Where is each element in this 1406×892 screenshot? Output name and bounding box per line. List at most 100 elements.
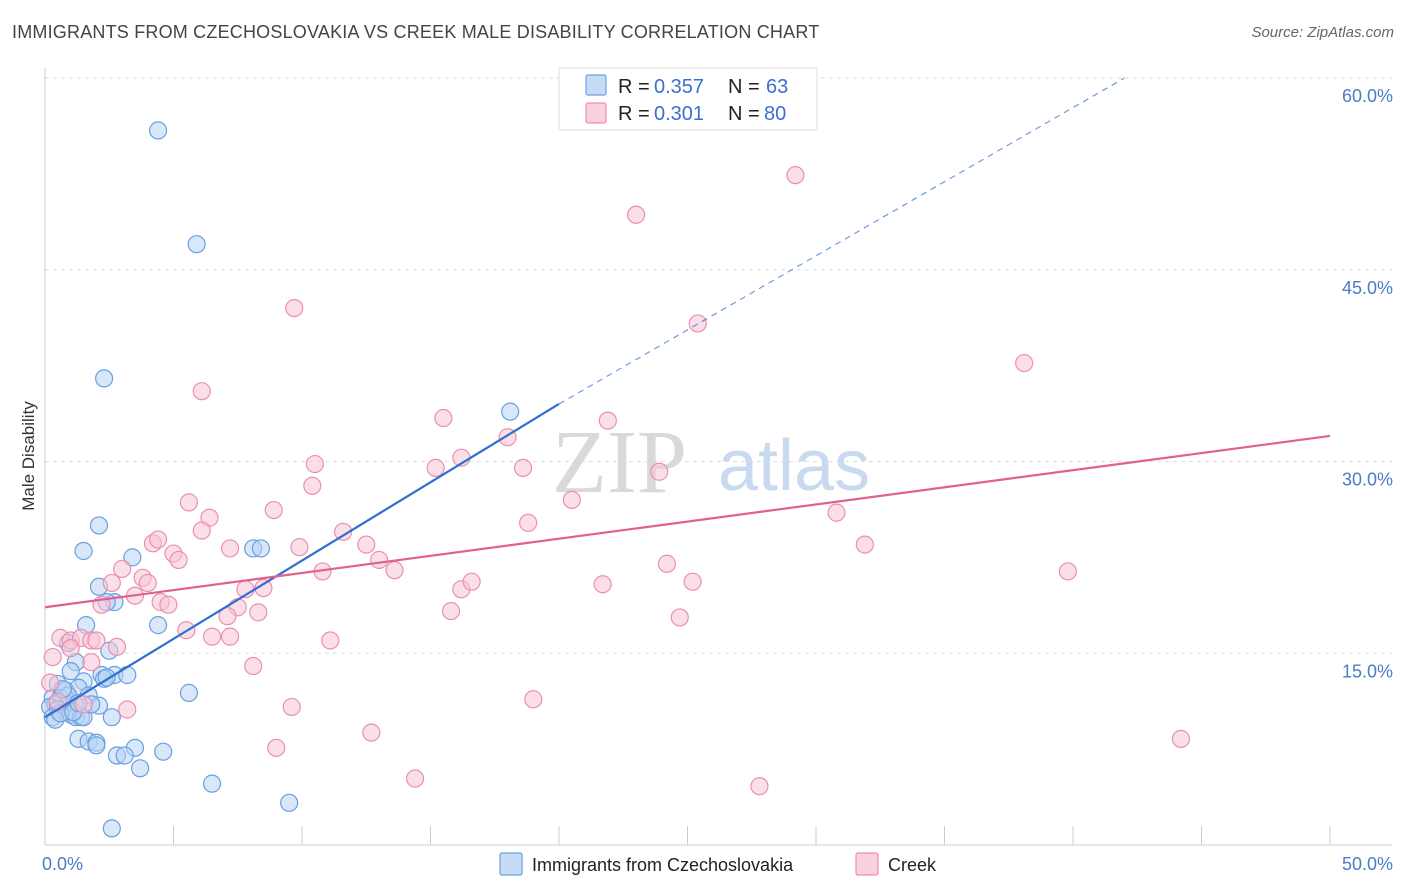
creek-point bbox=[786, 166, 805, 185]
creek-point bbox=[202, 627, 222, 646]
creek-point bbox=[61, 639, 80, 658]
czech-point bbox=[89, 516, 109, 535]
creek-point bbox=[441, 601, 461, 621]
creek-point bbox=[43, 647, 62, 667]
creek-point bbox=[334, 522, 353, 541]
czech-point bbox=[102, 819, 121, 838]
legend-n-label-creek: N = bbox=[728, 103, 760, 125]
czech-point bbox=[148, 616, 168, 635]
czech-trend-line bbox=[44, 403, 560, 719]
czech-point bbox=[118, 665, 137, 685]
czech-point bbox=[115, 746, 134, 765]
creek-point bbox=[1171, 729, 1191, 748]
bottom-legend: Immigrants from Czechoslovakia Creek bbox=[499, 852, 937, 876]
y-tick-label: 60.0% bbox=[1342, 86, 1393, 106]
bottom-legend-label-czech: Immigrants from Czechoslovakia bbox=[532, 855, 794, 875]
y-axis-label: Male Disability bbox=[19, 401, 38, 511]
creek-point bbox=[434, 408, 453, 428]
czech-point bbox=[187, 235, 206, 254]
bottom-legend-swatch-creek bbox=[855, 852, 879, 876]
creek-point bbox=[285, 299, 304, 318]
czech-point bbox=[148, 121, 168, 140]
creek-point bbox=[683, 572, 702, 591]
czech-point bbox=[102, 708, 121, 727]
czech-point bbox=[154, 742, 173, 761]
creek-point bbox=[192, 521, 211, 540]
creek-point bbox=[519, 513, 538, 532]
creek-point bbox=[593, 575, 612, 594]
czech-trend-extension bbox=[558, 77, 1125, 405]
czech-point bbox=[130, 759, 150, 778]
creek-point bbox=[626, 205, 646, 224]
creek-point bbox=[87, 631, 106, 650]
creek-point bbox=[48, 692, 67, 711]
czech-point bbox=[61, 662, 80, 681]
creek-point bbox=[220, 627, 240, 646]
creek-point bbox=[513, 458, 533, 477]
y-tick-label: 45.0% bbox=[1342, 278, 1393, 298]
creek-point bbox=[385, 561, 404, 580]
creek-point bbox=[290, 538, 309, 557]
creek-point bbox=[1058, 562, 1077, 581]
creek-point bbox=[357, 535, 376, 554]
legend: R = 0.357 N = 63 R = 0.301 N = 80 bbox=[558, 67, 818, 131]
creek-point bbox=[370, 550, 389, 570]
creek-point bbox=[657, 554, 677, 573]
chart-source: Source: ZipAtlas.com bbox=[1251, 24, 1394, 41]
creek-point bbox=[218, 607, 237, 626]
creek-point bbox=[598, 411, 617, 430]
creek-point bbox=[112, 559, 132, 578]
czech-point bbox=[95, 369, 114, 388]
creek-point bbox=[562, 490, 581, 509]
trend-lines bbox=[44, 77, 1331, 719]
creek-point bbox=[750, 777, 769, 796]
czech-point bbox=[179, 683, 199, 702]
bottom-legend-swatch-czech bbox=[499, 852, 523, 876]
creek-point bbox=[82, 653, 101, 672]
creek-point bbox=[148, 530, 168, 549]
tick-labels: 15.0% 30.0% 45.0% 60.0% 0.0% 50.0% bbox=[42, 86, 1393, 874]
czech-point bbox=[74, 541, 93, 561]
czech-point bbox=[202, 774, 222, 793]
czech-point bbox=[251, 539, 270, 558]
creek-point bbox=[827, 503, 846, 522]
creek-point bbox=[362, 723, 381, 742]
creek-point bbox=[303, 476, 322, 495]
bottom-legend-label-creek: Creek bbox=[888, 855, 937, 875]
legend-n-value-czech: 63 bbox=[766, 76, 788, 98]
creek-point bbox=[1015, 353, 1034, 373]
creek-point bbox=[321, 631, 340, 650]
legend-r-label-czech: R = bbox=[618, 76, 650, 98]
creek-point bbox=[688, 314, 707, 333]
creek-point bbox=[220, 539, 240, 558]
creek-point bbox=[524, 690, 543, 709]
czech-point bbox=[280, 793, 299, 812]
creek-point bbox=[650, 462, 669, 481]
creek-point bbox=[462, 572, 481, 591]
creek-point bbox=[107, 637, 127, 656]
creek-point bbox=[102, 573, 121, 593]
creek-point bbox=[179, 493, 199, 512]
creek-point bbox=[244, 656, 263, 676]
czech-point bbox=[123, 548, 142, 567]
czech-point bbox=[501, 402, 520, 421]
creek-point bbox=[74, 695, 93, 714]
legend-swatch-czech bbox=[585, 74, 607, 96]
y-tick-label: 30.0% bbox=[1342, 470, 1393, 490]
creek-point bbox=[426, 458, 445, 477]
legend-r-value-creek: 0.301 bbox=[654, 103, 704, 125]
creek-point bbox=[169, 550, 188, 570]
creek-point bbox=[264, 500, 283, 520]
creek-point bbox=[159, 595, 178, 614]
creek-trend-line bbox=[44, 434, 1331, 609]
creek-point bbox=[405, 769, 425, 788]
y-tick-label: 15.0% bbox=[1342, 661, 1393, 681]
creek-point bbox=[282, 697, 301, 717]
chart-title: IMMIGRANTS FROM CZECHOSLOVAKIA VS CREEK … bbox=[12, 22, 820, 42]
x-tick-label: 50.0% bbox=[1342, 854, 1393, 874]
data-points bbox=[41, 121, 1191, 838]
creek-point bbox=[41, 673, 60, 692]
creek-point bbox=[138, 573, 157, 593]
watermark: ZIP atlas bbox=[552, 413, 870, 512]
